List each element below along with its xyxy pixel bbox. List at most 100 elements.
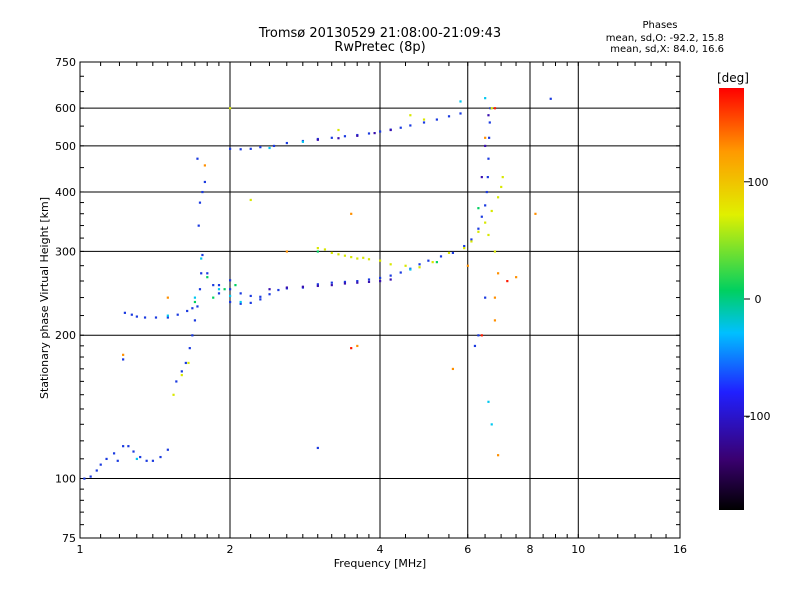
data-point [422,118,426,121]
data-point [431,261,434,264]
data-point [330,284,333,287]
data-point [343,282,347,285]
data-point [206,272,209,275]
data-point [166,448,169,451]
data-point [112,452,116,455]
data-point [217,284,221,287]
data-point [301,285,305,288]
data-point [212,296,215,299]
data-point [249,301,252,304]
minor-ticks [80,62,680,538]
data-point [435,118,438,121]
data-point [172,393,175,396]
data-point [259,146,262,149]
data-point [485,190,488,194]
data-point [459,100,462,103]
data-point [399,271,402,274]
data-point [316,283,319,286]
data-point [132,450,135,453]
data-point [201,190,204,194]
data-point [367,278,371,281]
data-point [135,457,138,461]
data-point [379,280,382,283]
data-point [166,314,169,317]
y-axis-ticks: 75 100 200 300 400 500 600 750 [55,56,76,545]
data-point [127,445,130,448]
data-point [373,131,376,135]
colorbar-tick-label: 0 [755,293,762,306]
data-point [534,212,537,215]
data-point [239,302,242,305]
data-point [484,296,487,299]
data-point [379,259,382,262]
data-point [350,347,353,350]
data-point [487,157,490,160]
data-point [166,296,169,299]
y-tick-label: 600 [55,102,76,115]
y-tick-label: 500 [55,140,76,153]
x-axis-label: Frequency [MHz] [334,557,426,570]
phases-o-stats: mean, sd,O: -92.2, 15.8 [605,33,724,44]
data-point [188,347,191,350]
data-point [484,97,487,100]
y-tick-label: 750 [55,56,76,69]
data-point [418,263,421,266]
data-point [186,309,189,313]
data-point [337,137,340,140]
data-point [196,305,199,308]
x-axis-ticks: 1 2 4 6 8 10 16 [77,543,688,556]
data-point [89,475,92,478]
data-point [316,138,319,141]
data-point [367,280,371,283]
data-point [496,272,500,275]
data-point [487,114,490,117]
data-point [229,279,232,282]
data-point [490,423,493,426]
data-point [83,477,86,480]
data-point [116,459,119,462]
data-point [203,180,206,184]
data-point [356,257,359,260]
data-point [343,280,347,283]
data-point [330,251,333,255]
data-point [466,264,469,267]
data-point [477,227,480,230]
data-point [180,374,183,377]
data-point [268,288,271,291]
data-point [323,248,327,251]
data-point [316,446,319,450]
data-point [229,147,232,150]
data-point [198,288,202,291]
chart-title: Tromsø 20130529 21:08:00-21:09:43 [258,26,502,41]
data-point [435,261,438,264]
data-point [501,175,504,179]
data-point [493,107,497,110]
data-point [463,244,466,248]
x-tick-label: 2 [227,543,234,556]
y-tick-label: 200 [55,329,76,342]
data-point [249,147,252,150]
data-point [488,136,491,139]
data-point [418,266,421,269]
data-point [343,135,347,138]
y-tick-label: 300 [55,245,76,258]
data-point [489,107,492,110]
data-point [379,276,382,280]
data-point [330,136,333,139]
x-tick-label: 4 [377,543,384,556]
data-point [105,457,108,461]
colorbar-ticks: 100 0 -100 [744,176,770,423]
data-point [187,361,190,365]
y-axis-label: Stationary phase Virtual Height [km] [38,197,51,399]
data-point [200,257,203,260]
data-point [301,140,305,143]
x-tick-label: 6 [464,543,471,556]
data-point [350,256,353,259]
y-tick-label: 100 [55,473,76,486]
data-point [337,128,340,132]
data-point [200,272,203,275]
data-point [130,313,133,316]
colorbar-tick-label: -100 [746,410,771,423]
data-point [480,334,483,337]
